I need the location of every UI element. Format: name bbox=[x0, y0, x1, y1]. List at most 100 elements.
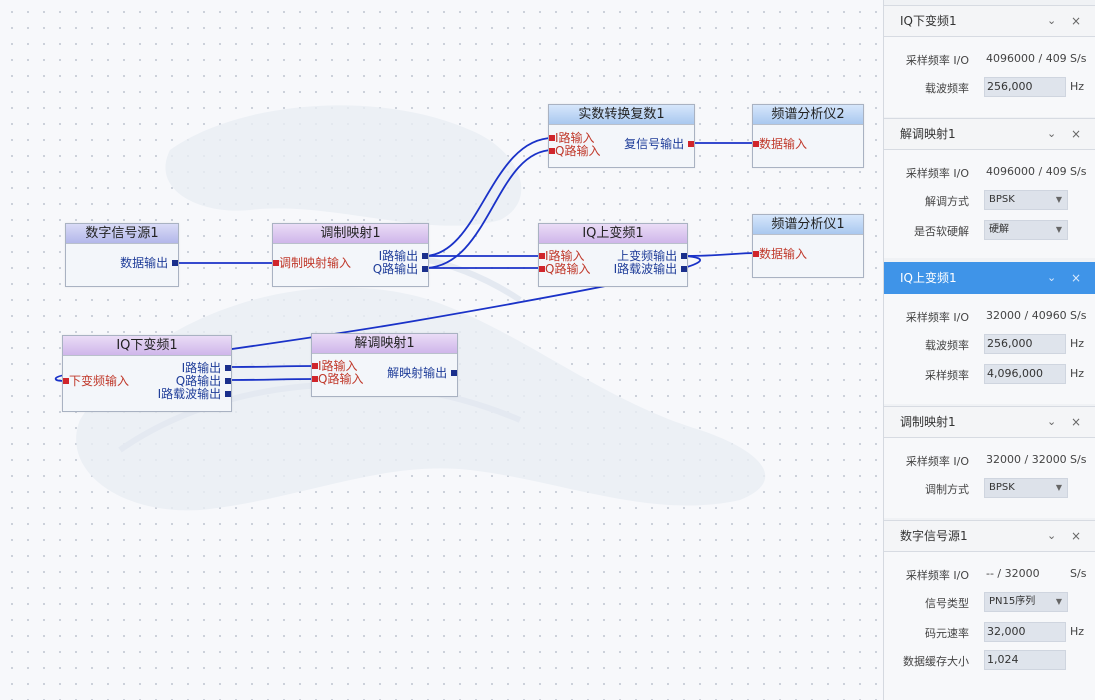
port-data-input[interactable]: 数据输入 bbox=[753, 248, 807, 261]
port-i-input[interactable]: I路输入 bbox=[312, 360, 358, 373]
section-header-iq-down[interactable]: IQ下变频1 ⌄ × bbox=[884, 5, 1095, 37]
section-body-source: 采样频率 I/O -- / 32000 S/s 信号类型 PN15序列 ▼ 码元… bbox=[884, 552, 1095, 700]
wire-mod-i-to-r2c-i bbox=[423, 137, 554, 257]
buffer-size-input[interactable]: 1,024 bbox=[984, 650, 1066, 670]
carrier-freq-input[interactable]: 256,000 bbox=[984, 334, 1066, 354]
close-icon[interactable]: × bbox=[1071, 271, 1082, 285]
port-upconv-output[interactable]: 上变频输出 bbox=[617, 250, 687, 263]
field-sample-rate-io: 采样频率 I/O 32000 / 4096000 S/s bbox=[905, 309, 1087, 324]
node-title: 调制映射1 bbox=[273, 224, 428, 244]
port-dot-icon bbox=[688, 140, 694, 147]
port-data-input[interactable]: 数据输入 bbox=[753, 138, 807, 151]
hard-soft-select[interactable]: 硬解 ▼ bbox=[984, 220, 1068, 240]
close-icon[interactable]: × bbox=[1071, 14, 1082, 28]
section-body-mod: 采样频率 I/O 32000 / 32000 S/s 调制方式 BPSK ▼ bbox=[884, 438, 1095, 518]
node-iq-down[interactable]: IQ下变频1 下变频输入 I路输出 Q路输出 I路载波输出 bbox=[62, 335, 232, 412]
port-dot-icon bbox=[549, 134, 555, 141]
port-q-output[interactable]: Q路输出 bbox=[176, 375, 231, 388]
wire-up-to-spec1 bbox=[683, 252, 758, 257]
node-title: IQ下变频1 bbox=[63, 336, 231, 356]
port-mod-input[interactable]: 调制映射输入 bbox=[273, 257, 351, 270]
port-i-input[interactable]: I路输入 bbox=[549, 132, 595, 145]
node-iq-up[interactable]: IQ上变频1 I路输入 Q路输入 上变频输出 I路载波输出 bbox=[538, 223, 688, 287]
node-spectrum-2[interactable]: 频谱分析仪2 数据输入 bbox=[752, 104, 864, 168]
port-i-output[interactable]: I路输出 bbox=[182, 362, 231, 375]
close-icon[interactable]: × bbox=[1071, 415, 1082, 429]
port-i-carrier-output[interactable]: I路载波输出 bbox=[614, 263, 687, 276]
field-hard-soft: 是否软硬解 硬解 ▼ bbox=[884, 220, 1095, 240]
port-dot-icon bbox=[549, 147, 555, 154]
port-i-carrier-output[interactable]: I路载波输出 bbox=[158, 388, 231, 401]
node-title: 数字信号源1 bbox=[66, 224, 178, 244]
port-dot-icon bbox=[681, 252, 687, 259]
port-i-output[interactable]: I路输出 bbox=[379, 250, 428, 263]
wire-down-i-to-demod-i bbox=[230, 365, 317, 368]
port-q-input[interactable]: Q路输入 bbox=[539, 263, 590, 276]
section-header-mod[interactable]: 调制映射1 ⌄ × bbox=[884, 406, 1095, 438]
field-symbol-rate: 码元速率 32,000 Hz bbox=[884, 622, 1095, 642]
field-sample-rate-io: 采样频率 I/O 4096000 / 4096000 S/s bbox=[905, 52, 1087, 67]
port-demod-output[interactable]: 解映射输出 bbox=[387, 367, 457, 380]
node-demod-map[interactable]: 解调映射1 I路输入 Q路输入 解映射输出 bbox=[311, 333, 458, 397]
port-dot-icon bbox=[225, 390, 231, 397]
wire-down-q-to-demod-q bbox=[230, 378, 317, 381]
dropdown-arrow-icon: ▼ bbox=[1055, 597, 1062, 606]
field-demod-method: 解调方式 BPSK ▼ bbox=[884, 190, 1095, 210]
port-dot-icon bbox=[312, 362, 318, 369]
dropdown-arrow-icon: ▼ bbox=[1055, 195, 1062, 204]
field-sample-rate-io: 采样频率 I/O 4096000 / 4096000 S/s bbox=[905, 165, 1087, 180]
node-title: 解调映射1 bbox=[312, 334, 457, 354]
signal-type-select[interactable]: PN15序列 ▼ bbox=[984, 592, 1068, 612]
demod-method-select[interactable]: BPSK ▼ bbox=[984, 190, 1068, 210]
port-downconv-input[interactable]: 下变频输入 bbox=[63, 375, 129, 388]
field-sample-rate-io: 采样频率 I/O -- / 32000 S/s bbox=[905, 567, 1087, 582]
port-dot-icon bbox=[422, 252, 428, 259]
flow-canvas[interactable]: 数字信号源1 数据输出 调制映射1 调制映射输入 I路输出 Q路输出 实数转换复… bbox=[0, 0, 883, 700]
node-spectrum-1[interactable]: 频谱分析仪1 数据输入 bbox=[752, 214, 864, 278]
field-sample-freq: 采样频率 4,096,000 Hz bbox=[884, 364, 1095, 384]
field-signal-type: 信号类型 PN15序列 ▼ bbox=[884, 592, 1095, 612]
node-title: 实数转换复数1 bbox=[549, 105, 694, 125]
port-dot-icon bbox=[225, 377, 231, 384]
port-q-output[interactable]: Q路输出 bbox=[373, 263, 428, 276]
sample-freq-input[interactable]: 4,096,000 bbox=[984, 364, 1066, 384]
node-mod-map[interactable]: 调制映射1 调制映射输入 I路输出 Q路输出 bbox=[272, 223, 429, 287]
field-carrier-freq: 载波频率 256,000 Hz bbox=[884, 334, 1095, 354]
port-q-input[interactable]: Q路输入 bbox=[312, 373, 363, 386]
port-q-input[interactable]: Q路输入 bbox=[549, 145, 600, 158]
properties-panel: IQ下变频1 ⌄ × 采样频率 I/O 4096000 / 4096000 S/… bbox=[883, 0, 1095, 700]
section-header-source[interactable]: 数字信号源1 ⌄ × bbox=[884, 520, 1095, 552]
port-dot-icon bbox=[422, 265, 428, 272]
port-i-input[interactable]: I路输入 bbox=[539, 250, 585, 263]
port-dot-icon bbox=[273, 259, 279, 266]
field-carrier-freq: 载波频率 256,000 Hz bbox=[884, 77, 1095, 97]
port-data-output[interactable]: 数据输出 bbox=[120, 257, 178, 270]
dropdown-arrow-icon: ▼ bbox=[1055, 483, 1062, 492]
port-dot-icon bbox=[312, 375, 318, 382]
chevron-down-icon[interactable]: ⌄ bbox=[1047, 271, 1057, 284]
section-body-demod: 采样频率 I/O 4096000 / 4096000 S/s 解调方式 BPSK… bbox=[884, 150, 1095, 258]
port-complex-output[interactable]: 复信号输出 bbox=[624, 138, 694, 151]
close-icon[interactable]: × bbox=[1071, 127, 1082, 141]
node-digital-source[interactable]: 数字信号源1 数据输出 bbox=[65, 223, 179, 287]
port-dot-icon bbox=[753, 140, 759, 147]
close-icon[interactable]: × bbox=[1071, 529, 1082, 543]
port-dot-icon bbox=[753, 250, 759, 257]
section-header-iq-up[interactable]: IQ上变频1 ⌄ × bbox=[884, 262, 1095, 294]
chevron-down-icon[interactable]: ⌄ bbox=[1047, 529, 1057, 542]
symbol-rate-input[interactable]: 32,000 bbox=[984, 622, 1066, 642]
field-buffer-size: 数据缓存大小 1,024 bbox=[884, 650, 1095, 670]
port-dot-icon bbox=[172, 259, 178, 266]
node-real-to-complex[interactable]: 实数转换复数1 I路输入 Q路输入 复信号输出 bbox=[548, 104, 695, 168]
field-mod-method: 调制方式 BPSK ▼ bbox=[884, 478, 1095, 498]
section-header-demod[interactable]: 解调映射1 ⌄ × bbox=[884, 118, 1095, 150]
node-title: IQ上变频1 bbox=[539, 224, 687, 244]
port-dot-icon bbox=[681, 265, 687, 272]
chevron-down-icon[interactable]: ⌄ bbox=[1047, 14, 1057, 27]
port-dot-icon bbox=[539, 252, 545, 259]
carrier-freq-input[interactable]: 256,000 bbox=[984, 77, 1066, 97]
dropdown-arrow-icon: ▼ bbox=[1055, 225, 1062, 234]
mod-method-select[interactable]: BPSK ▼ bbox=[984, 478, 1068, 498]
chevron-down-icon[interactable]: ⌄ bbox=[1047, 415, 1057, 428]
chevron-down-icon[interactable]: ⌄ bbox=[1047, 127, 1057, 140]
